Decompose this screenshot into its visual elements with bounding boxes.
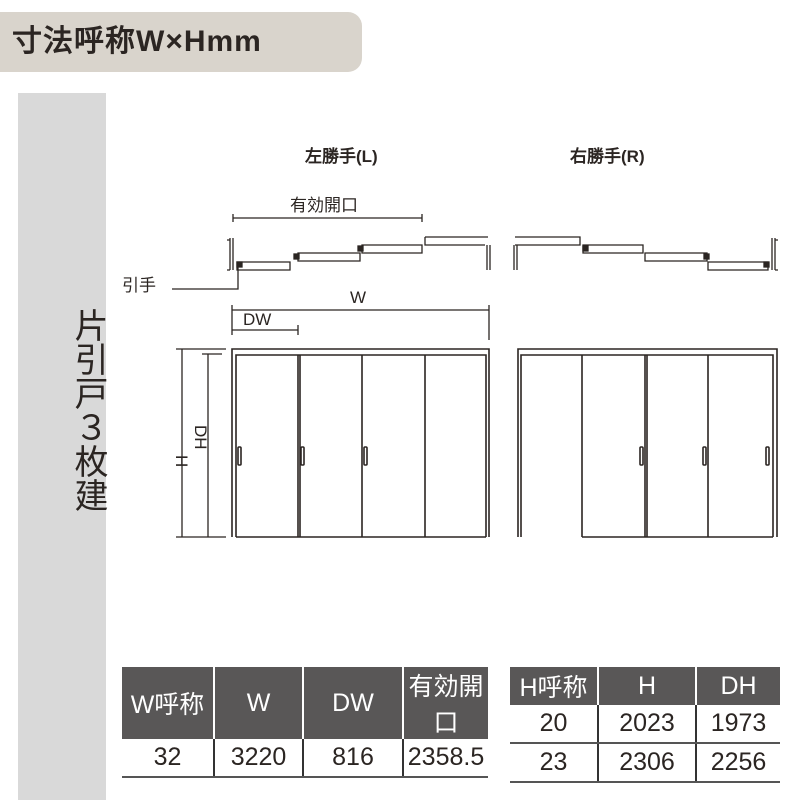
col-header: DH (695, 667, 780, 705)
table-row: 20 2023 1973 (510, 705, 780, 744)
cell: 2256 (695, 743, 780, 783)
height-dimension-lines (176, 348, 226, 538)
cell: 32 (122, 739, 214, 778)
sidebar-panel (18, 93, 106, 800)
height-table: H呼称 H DH 20 2023 1973 23 2306 2256 (510, 667, 780, 783)
door-type-label: 片引戸３枚建 (69, 308, 107, 512)
cell: 2306 (597, 743, 696, 783)
table-row: 32 3220 816 2358.5 (122, 739, 488, 778)
left-hand-title: 左勝手(L) (305, 146, 378, 166)
col-header: H呼称 (510, 667, 598, 705)
w-dim-label: W (350, 288, 366, 307)
cell: 2023 (597, 705, 696, 744)
col-header: H (597, 667, 696, 705)
cell: 2358.5 (402, 739, 488, 778)
right-hand-title: 右勝手(R) (570, 146, 645, 166)
col-header: 有効開口 (402, 667, 488, 739)
cell: 23 (510, 743, 598, 783)
left-plan-view (172, 214, 491, 290)
width-dimension-lines (231, 305, 490, 340)
dh-dim-label: DH (191, 425, 210, 450)
width-table: W呼称 W DW 有効開口 32 3220 816 2358.5 (122, 667, 488, 778)
left-elevation (231, 348, 490, 538)
right-elevation (517, 348, 778, 538)
dw-dim-label: DW (243, 310, 271, 329)
table-row: 23 2306 2256 (510, 743, 780, 783)
handle-label: 引手 (122, 276, 156, 295)
cell: 3220 (213, 739, 303, 778)
cell: 20 (510, 705, 598, 744)
page-title: 寸法呼称W×Hmm (0, 12, 362, 72)
cell: 816 (302, 739, 403, 778)
cell: 1973 (695, 705, 780, 744)
col-header: DW (302, 667, 403, 739)
right-plan-view (513, 236, 778, 271)
col-header: W呼称 (122, 667, 214, 739)
opening-label: 有効開口 (290, 196, 358, 215)
col-header: W (213, 667, 303, 739)
